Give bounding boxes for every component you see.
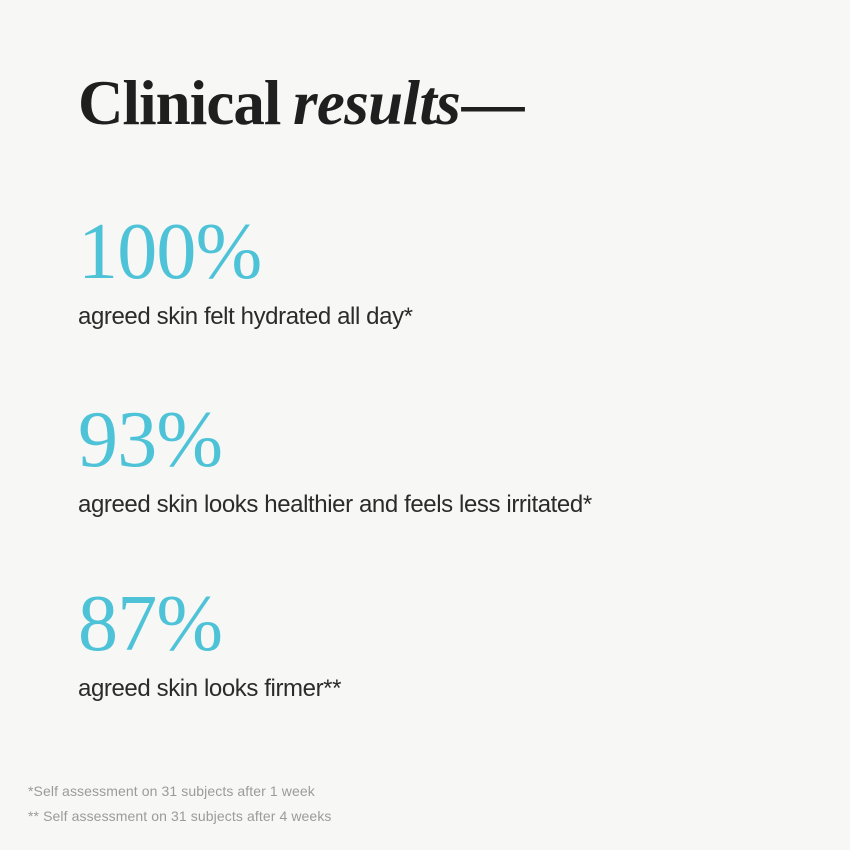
stat-percentage: 100% xyxy=(78,208,262,296)
page-title: Clinical results— xyxy=(78,72,524,135)
title-em-dash: — xyxy=(461,68,524,138)
footnote-week1: *Self assessment on 31 subjects after 1 … xyxy=(28,783,315,799)
title-regular-text: Clinical xyxy=(78,68,281,138)
stat-caption: agreed skin felt hydrated all day* xyxy=(78,303,413,330)
stat-caption: agreed skin looks healthier and feels le… xyxy=(78,491,592,518)
stat-percentage: 93% xyxy=(78,396,223,484)
stat-block-hydrated: 100% agreed skin felt hydrated all day* xyxy=(78,212,413,332)
footnote-week4: ** Self assessment on 31 subjects after … xyxy=(28,808,332,824)
stat-block-firmer: 87% agreed skin looks firmer** xyxy=(78,584,341,704)
stat-percentage: 87% xyxy=(78,580,223,668)
footnotes: *Self assessment on 31 subjects after 1 … xyxy=(28,779,332,829)
stat-block-healthier: 93% agreed skin looks healthier and feel… xyxy=(78,400,592,520)
title-italic-text: results xyxy=(293,68,461,138)
stat-caption: agreed skin looks firmer** xyxy=(78,675,342,702)
